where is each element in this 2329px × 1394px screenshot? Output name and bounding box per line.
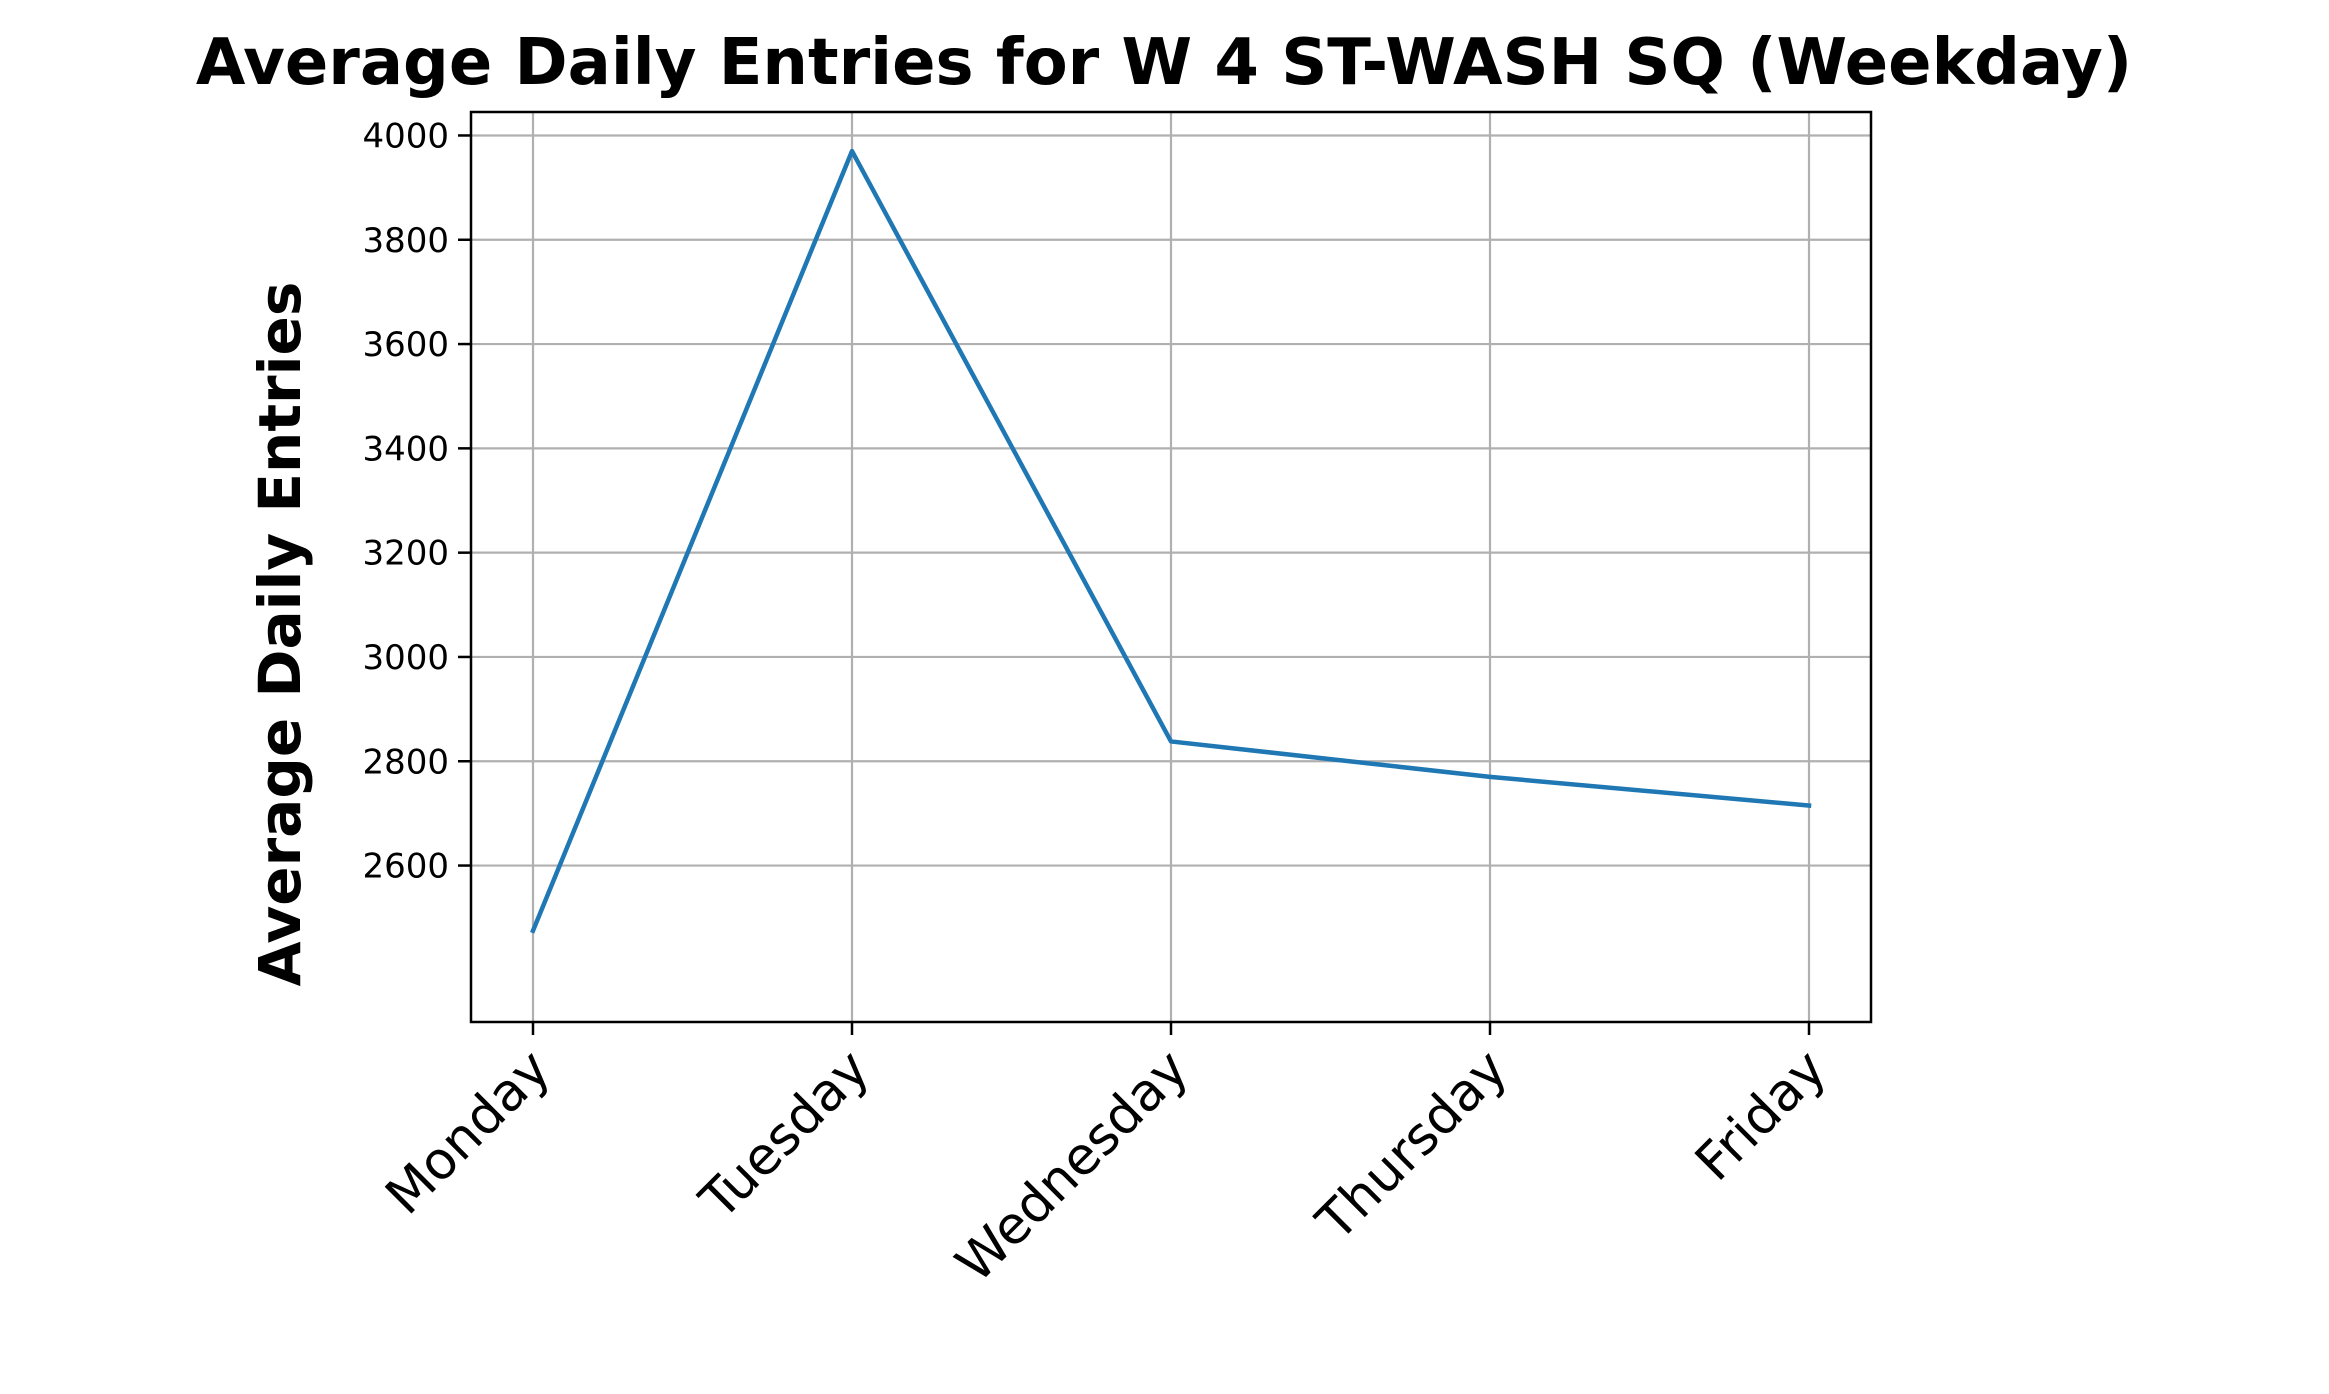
grid-layer	[471, 112, 1871, 1022]
x-tick-label: Friday	[1684, 1039, 1838, 1193]
series-layer	[530, 148, 1812, 934]
x-tick-label: Tuesday	[688, 1039, 881, 1232]
y-tick-label: 3600	[362, 325, 449, 365]
y-tick-label: 2600	[362, 847, 449, 887]
chart-title: Average Daily Entries for W 4 ST-WASH SQ…	[196, 26, 2132, 100]
x-tick-label: Thursday	[1305, 1039, 1519, 1253]
y-tick-label: 2800	[362, 742, 449, 782]
y-tick-label: 3200	[362, 534, 449, 574]
y-tick-label: 3400	[362, 429, 449, 469]
y-tick-label: 3000	[362, 638, 449, 678]
y-tick-label: 3800	[362, 221, 449, 261]
tick-layer: 2600 2800 3000 3200 3400 3600 3800 4000 Monday Tu…	[362, 116, 1838, 1294]
y-tick-label: 4000	[362, 116, 449, 156]
y-axis-label: Average Daily Entries	[246, 282, 314, 987]
x-tick-label: Wednesday	[945, 1039, 1200, 1294]
x-tick-label: Monday	[375, 1039, 563, 1227]
series-line	[530, 148, 1812, 934]
